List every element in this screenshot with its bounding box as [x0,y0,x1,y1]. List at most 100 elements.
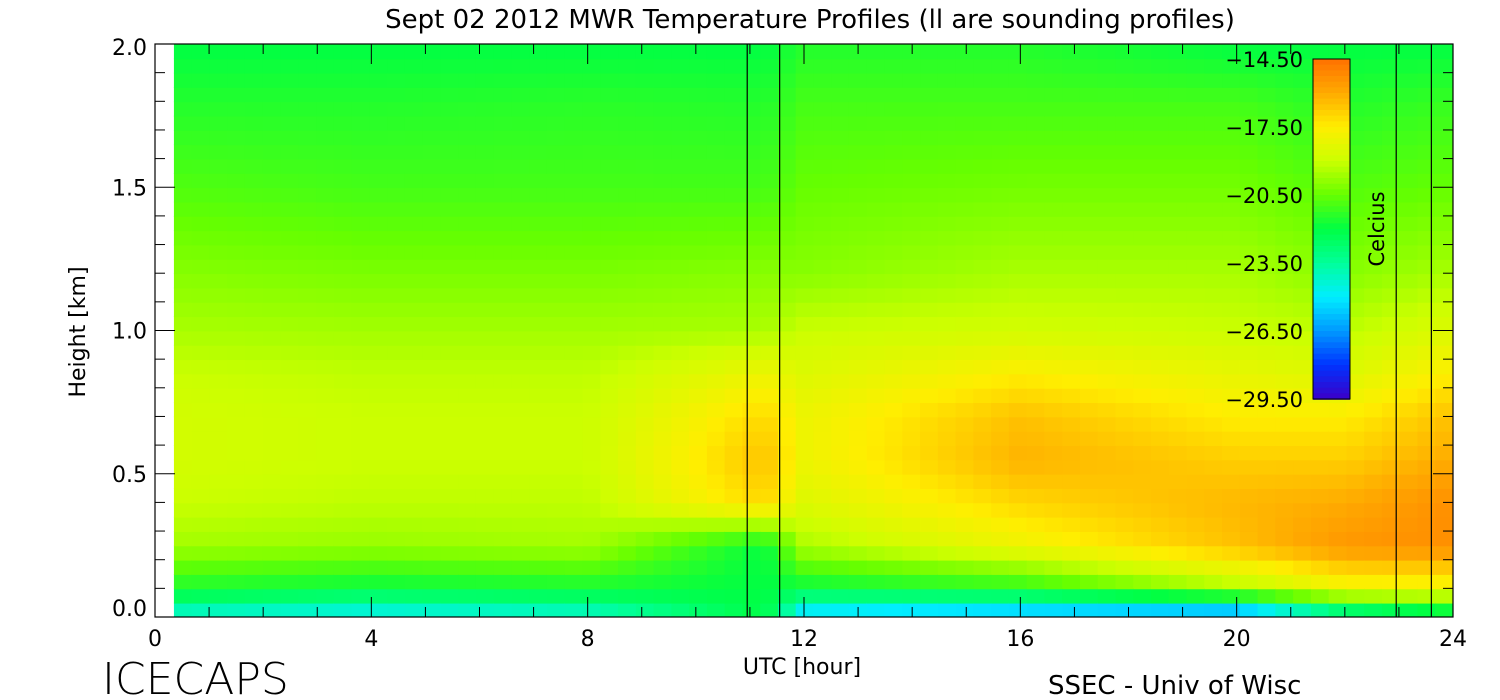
heatmap-cell [209,502,229,518]
heatmap-cell [920,330,939,346]
heatmap-cell [1097,144,1117,160]
heatmap-cell [653,602,673,617]
heatmap-cell [1044,244,1064,260]
heatmap-cell [671,273,691,289]
heatmap-cell [1275,301,1295,318]
heatmap-cell [173,244,193,260]
heatmap-cell [1239,545,1259,561]
heatmap-cell [1026,545,1046,561]
heatmap-cell [1186,187,1206,203]
heatmap-cell [333,316,353,332]
heatmap-cell [795,502,815,518]
heatmap-cell [866,545,886,561]
heatmap-cell [422,531,442,547]
heatmap-cell [244,58,264,74]
heatmap-cell [351,531,371,547]
heatmap-cell [777,516,797,532]
heatmap-cell [795,588,815,604]
heatmap-cell [511,58,531,74]
heatmap-cell [831,44,850,60]
heatmap-cell [1008,330,1028,346]
heatmap-cell [831,516,850,532]
heatmap-cell [866,215,886,232]
heatmap-cell [866,574,886,590]
heatmap-cell [671,473,691,489]
heatmap-cell [351,445,371,461]
heatmap-cell [706,545,726,561]
heatmap-cell [298,258,317,275]
heatmap-cell [1062,144,1081,160]
heatmap-cell [1417,86,1437,103]
heatmap-cell [546,287,566,303]
heatmap-cell [866,115,886,131]
heatmap-cell [760,215,779,232]
heatmap-cell [1275,101,1295,117]
heatmap-cell [902,230,921,246]
heatmap-cell [227,158,246,174]
heatmap-cell [582,430,602,446]
heatmap-cell [298,115,317,131]
heatmap-cell [1168,430,1188,446]
heatmap-cell [1399,502,1419,518]
heatmap-cell [1381,172,1401,189]
heatmap-cell [173,215,193,232]
heatmap-cell [831,502,850,518]
heatmap-cell [458,430,477,446]
heatmap-cell [475,488,495,504]
heatmap-cell [955,602,975,617]
heatmap-cell [706,258,726,275]
heatmap-cell [564,459,584,475]
heatmap-cell [244,158,264,174]
heatmap-cell [280,473,300,489]
heatmap-cell [706,316,726,332]
heatmap-cell [1097,402,1117,418]
heatmap-cell [1204,273,1223,289]
heatmap-cell [1079,129,1099,146]
heatmap-cell [1381,416,1401,432]
heatmap-cell [689,430,708,446]
heatmap-cell [724,445,744,461]
heatmap-cell [1293,316,1312,332]
heatmap-cell [511,459,531,475]
heatmap-cell [1399,215,1419,232]
heatmap-cell [1151,545,1170,561]
heatmap-cell [1044,359,1064,375]
heatmap-cell [600,316,619,332]
heatmap-cell [209,58,229,74]
heatmap-cell [1435,86,1453,103]
heatmap-cell [1097,488,1117,504]
heatmap-cell [564,258,584,275]
heatmap-cell [1044,316,1064,332]
heatmap-cell [1204,502,1223,518]
heatmap-cell [173,387,193,404]
heatmap-cell [1097,215,1117,232]
heatmap-cell [1239,72,1259,88]
heatmap-cell [1151,144,1170,160]
heatmap-cell [742,387,762,404]
heatmap-cell [529,559,548,575]
colorbar-tick-label: −14.50 [1225,48,1303,72]
heatmap-cell [937,158,957,174]
heatmap-cell [1204,373,1223,389]
heatmap-cell [209,258,229,275]
heatmap-cell [1097,187,1117,203]
heatmap-cell [493,144,513,160]
heatmap-cell [635,574,655,590]
heatmap-cell [529,359,548,375]
heatmap-cell [1133,445,1152,461]
heatmap-cell [724,144,744,160]
heatmap-cell [511,144,531,160]
heatmap-cell [262,187,282,203]
heatmap-cell [333,44,353,60]
heatmap-cell [404,172,424,189]
heatmap-cell [298,416,317,432]
heatmap-cell [831,301,850,318]
heatmap-cell [387,416,406,432]
heatmap-cell [351,459,371,475]
heatmap-cell [173,459,193,475]
heatmap-cell [760,101,779,117]
heatmap-cell [1381,502,1401,518]
heatmap-cell [831,316,850,332]
heatmap-cell [955,344,975,361]
heatmap-cell [884,201,904,217]
